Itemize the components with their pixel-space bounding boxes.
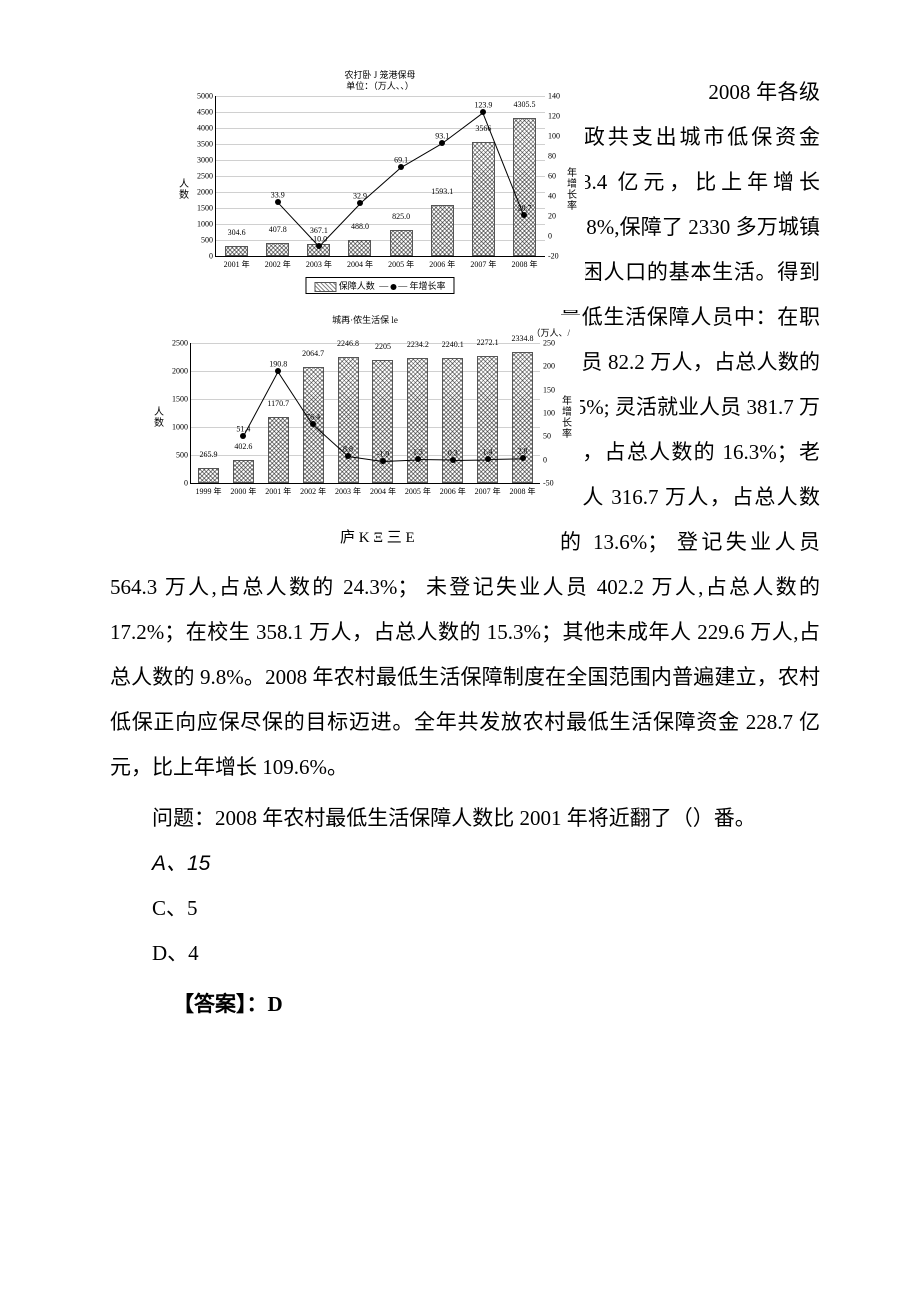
line-point [275, 368, 281, 374]
line-point [485, 456, 491, 462]
line-point [357, 200, 363, 206]
line-point [310, 421, 316, 427]
chart1-legend: 保障人数 —— 年增长率 [305, 277, 454, 294]
question-text: 问题：2008 年农村最低生活保障人数比 2001 年将近翻了（）番。 [110, 796, 820, 841]
answer-value: D [268, 992, 283, 1016]
chart-rural: 农打卧 J 笼港保母 单位：（万人、、） 人数 年增长率 05001000150… [175, 70, 585, 310]
bar [472, 142, 495, 256]
bar [513, 118, 536, 256]
line-point [450, 457, 456, 463]
line-point [520, 455, 526, 461]
line-point [480, 109, 486, 115]
line-point [439, 140, 445, 146]
line-point [521, 212, 527, 218]
chart2-ylabel-right: 年增长率 [562, 396, 576, 440]
bar [268, 417, 289, 483]
legend-line-label: 年增长率 [410, 281, 446, 291]
chart2-ylabel-left: 人数 [154, 407, 168, 429]
option-c: C、5 [110, 886, 820, 931]
answer-label: 【答案】： [173, 992, 268, 1016]
answer: 【答案】：D [110, 982, 820, 1027]
bar [225, 246, 248, 256]
line-point [275, 199, 281, 205]
chart1-title2: 单位：（万人、、） [175, 81, 585, 92]
bar [512, 352, 533, 483]
chart1-ylabel-left: 人数 [179, 179, 193, 201]
line-point [415, 456, 421, 462]
bar [338, 357, 359, 483]
bar [390, 230, 413, 256]
under-note: 庐 K Ξ 三 E [340, 526, 560, 547]
chart1-plot: 0500100015002000250030003500400045005000… [215, 96, 545, 257]
line-point [240, 433, 246, 439]
line-point [345, 453, 351, 459]
line-point [316, 243, 322, 249]
chart2-title: 城再·侬生活保 le [150, 315, 580, 326]
bar [198, 468, 219, 483]
chart1-ylabel-right: 年增长率 [567, 168, 581, 212]
legend-bar-swatch [314, 282, 336, 292]
bar [372, 360, 393, 483]
bar [442, 358, 463, 483]
bar [348, 240, 371, 256]
legend-bar-label: 保障人数 [339, 281, 375, 291]
bar [266, 243, 289, 256]
bar [431, 205, 454, 256]
option-d: D、4 [110, 931, 820, 976]
chart1-title1: 农打卧 J 笼港保母 [175, 70, 585, 81]
line-point [380, 458, 386, 464]
chart-urban: 城再·侬生活保 le （万人、/ 人数 年增长率 050010001500200… [150, 315, 580, 520]
bar [233, 460, 254, 483]
chart2-plot: 05001000150020002500-5005010015020025019… [190, 343, 540, 484]
line-point [398, 164, 404, 170]
bar [407, 358, 428, 483]
legend-line-dot [390, 284, 396, 290]
option-a: A、15 [110, 841, 820, 886]
bar [477, 356, 498, 483]
